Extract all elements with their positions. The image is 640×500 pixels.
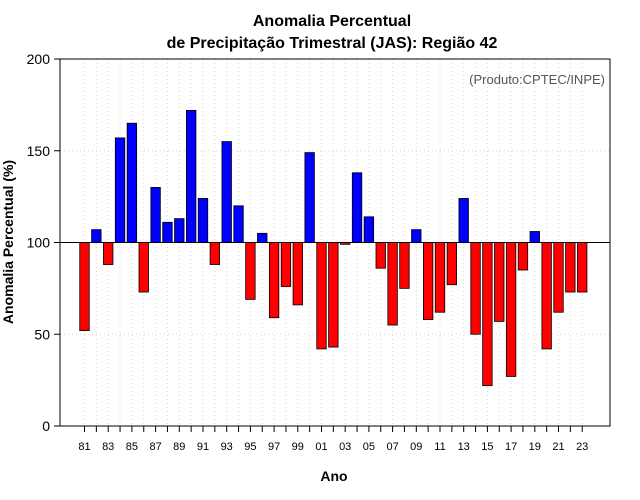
chart-title-line2: de Precipitação Trimestral (JAS): Região… xyxy=(167,35,498,52)
y-tick-label: 150 xyxy=(27,143,51,159)
y-tick-label: 0 xyxy=(42,418,50,434)
plot-frame-layer xyxy=(59,58,611,427)
x-tick-label: 03 xyxy=(339,441,351,453)
bar-98 xyxy=(280,242,292,287)
bar-14 xyxy=(470,242,481,335)
x-tick-label: 13 xyxy=(458,441,470,453)
bar-12 xyxy=(446,242,458,286)
bar-81 xyxy=(79,242,90,331)
bar-21 xyxy=(553,242,564,313)
bar-89 xyxy=(174,218,185,243)
x-tick-label: 99 xyxy=(292,441,304,453)
bar-23 xyxy=(577,242,588,293)
bar-88 xyxy=(162,221,173,243)
x-tick-label: 15 xyxy=(481,441,493,453)
bar-08 xyxy=(399,242,410,289)
x-tick-label: 89 xyxy=(173,441,185,453)
bar-22 xyxy=(565,242,576,293)
x-tick-label: 19 xyxy=(529,441,541,453)
bar-83 xyxy=(103,242,114,265)
bar-09 xyxy=(411,229,422,243)
x-tick-label: 83 xyxy=(102,441,114,453)
bar-07 xyxy=(387,242,398,326)
x-tick-label: 95 xyxy=(244,441,256,453)
credit-label: (Produto:CPTEC/INPE) xyxy=(469,72,605,87)
bar-87 xyxy=(150,187,161,243)
x-tick-label: 09 xyxy=(410,441,422,453)
bar-99 xyxy=(292,242,303,306)
bar-06 xyxy=(375,242,386,269)
bar-18 xyxy=(517,242,529,271)
bar-04 xyxy=(351,172,363,243)
bar-10 xyxy=(422,242,434,320)
bar-95 xyxy=(245,242,256,300)
y-axis-label: Anomalia Percentual (%) xyxy=(0,160,16,324)
x-tick-label: 01 xyxy=(315,441,327,453)
x-tick-label: 97 xyxy=(268,441,280,453)
y-tick-label: 100 xyxy=(27,235,51,251)
x-tick-label: 11 xyxy=(434,441,445,453)
x-tick-label: 21 xyxy=(552,441,564,453)
bar-91 xyxy=(197,198,209,243)
x-tick-label: 23 xyxy=(576,441,588,453)
x-axis: 81 83 85 87 89 91 93 95 97 99 01 03 05 07 09 11 13 15 17 19… xyxy=(78,426,588,453)
bar-17 xyxy=(505,242,517,377)
x-tick-label: 17 xyxy=(505,441,517,453)
bar-86 xyxy=(138,242,149,293)
bar-13 xyxy=(458,198,469,243)
bar-00 xyxy=(304,152,315,243)
bar-15 xyxy=(482,242,493,387)
bar-94 xyxy=(233,205,244,243)
x-tick-label: 05 xyxy=(363,441,375,453)
bar-84 xyxy=(114,137,126,243)
bar-19 xyxy=(529,231,540,243)
bar-01 xyxy=(316,242,327,350)
bar-16 xyxy=(494,242,505,322)
y-tick-label: 50 xyxy=(34,326,50,342)
bar-96 xyxy=(257,232,268,243)
x-axis-label: Ano xyxy=(320,468,347,484)
x-tick-label: 85 xyxy=(126,441,138,453)
y-tick-label: 200 xyxy=(27,51,51,67)
bars xyxy=(79,109,588,387)
chart-title-line1: Anomalia Percentual xyxy=(253,13,411,30)
bar-92 xyxy=(209,242,221,265)
x-tick-label: 93 xyxy=(221,441,233,453)
bar-05 xyxy=(363,216,375,243)
bar-90 xyxy=(185,109,197,243)
bar-20 xyxy=(541,242,552,350)
x-tick-label: 91 xyxy=(197,441,209,453)
y-axis: 0 50 100 150 200 xyxy=(27,51,60,434)
bar-82 xyxy=(91,229,102,243)
x-tick-label: 87 xyxy=(149,441,161,453)
bar-85 xyxy=(126,122,138,243)
bar-11 xyxy=(434,242,446,313)
bar-02 xyxy=(328,242,339,348)
bar-97 xyxy=(268,242,280,319)
x-tick-label: 07 xyxy=(386,441,398,453)
bar-93 xyxy=(221,141,232,243)
x-tick-label: 81 xyxy=(78,441,90,453)
